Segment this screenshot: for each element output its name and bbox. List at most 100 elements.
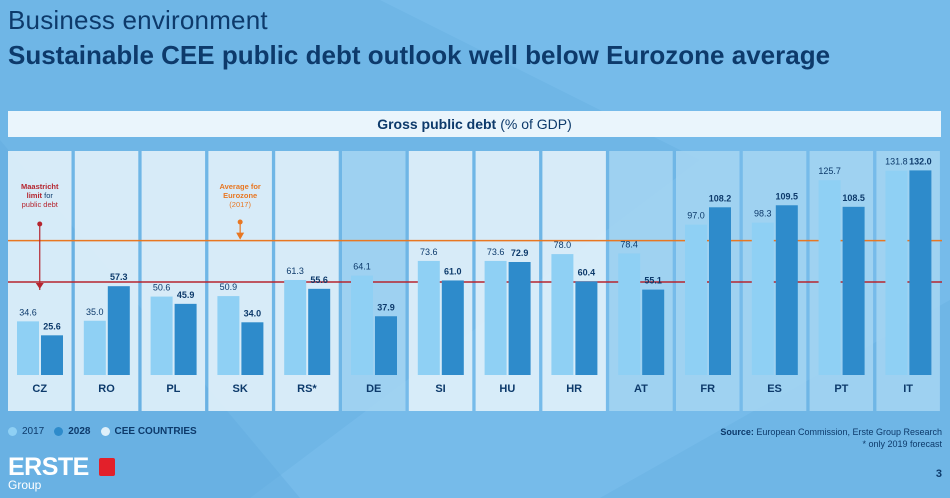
- value-label-2028-at: 55.1: [644, 276, 662, 286]
- value-label-2017-de: 64.1: [353, 262, 371, 272]
- category-label-it: IT: [903, 383, 913, 395]
- source-note: Source: European Commission, Erste Group…: [720, 426, 942, 450]
- page-number: 3: [935, 468, 942, 480]
- legend-item-2028: 2028: [54, 426, 91, 437]
- erste-logo: ERSTE Group: [8, 453, 115, 492]
- value-label-2017-si: 73.6: [420, 247, 438, 257]
- bar-2017-pt: [818, 180, 841, 375]
- bar-2017-it: [885, 170, 908, 375]
- bar-2028-fr: [709, 207, 731, 375]
- legend-dot-2017: [8, 427, 17, 436]
- bar-2028-hu: [508, 262, 531, 375]
- bar-2017-fr: [685, 224, 707, 375]
- eurozone-note-line2: Eurozone: [223, 191, 257, 200]
- legend: 2017 2028 CEE COUNTRIES: [8, 426, 207, 437]
- category-label-hr: HR: [566, 383, 582, 395]
- bar-2017-hr: [551, 254, 574, 375]
- bar-2028-sk: [241, 322, 264, 375]
- value-label-2028-pl: 45.9: [177, 290, 195, 300]
- value-label-2017-sk: 50.9: [220, 282, 238, 292]
- category-label-ro: RO: [98, 383, 115, 395]
- category-label-si: SI: [435, 383, 445, 395]
- category-label-rs: RS*: [297, 383, 317, 395]
- bar-2028-ro: [107, 286, 130, 375]
- value-label-2017-ro: 35.0: [86, 307, 104, 317]
- bar-2017-ro: [83, 320, 106, 375]
- bar-2017-si: [417, 260, 440, 375]
- bar-2017-at: [618, 253, 641, 375]
- value-label-2028-sk: 34.0: [244, 308, 262, 318]
- maastricht-note-line1: Maastricht: [21, 182, 59, 191]
- value-label-2028-hu: 72.9: [511, 248, 529, 258]
- value-label-2028-ro: 57.3: [110, 272, 128, 282]
- value-label-2017-es: 98.3: [754, 209, 772, 219]
- maastricht-note-line3: public debt: [22, 200, 59, 209]
- bar-2028-rs: [308, 288, 331, 375]
- value-label-2028-pt: 108.5: [842, 193, 865, 203]
- page-title: Business environment: [8, 5, 268, 35]
- value-label-2017-it: 131.8: [885, 157, 908, 167]
- bar-2028-cz: [41, 335, 63, 375]
- value-label-2028-rs: 55.6: [310, 275, 328, 285]
- legend-item-cee: CEE COUNTRIES: [100, 426, 197, 437]
- bar-2017-pl: [150, 296, 173, 375]
- chart-header: Gross public debt (% of GDP): [8, 111, 941, 137]
- bar-2028-de: [375, 316, 397, 375]
- value-label-2017-hr: 78.0: [554, 240, 572, 250]
- category-label-pl: PL: [166, 383, 180, 395]
- bar-2028-it: [909, 170, 932, 375]
- category-label-fr: FR: [700, 383, 715, 395]
- category-label-at: AT: [634, 383, 648, 395]
- logo-name: ERSTE: [8, 453, 89, 481]
- bar-2028-si: [441, 280, 464, 375]
- bar-2017-es: [751, 222, 774, 375]
- value-label-2028-it: 132.0: [909, 156, 932, 166]
- bar-2028-es: [775, 205, 798, 375]
- page-subtitle: Sustainable CEE public debt outlook well…: [8, 40, 831, 70]
- legend-label-2017: 2017: [22, 426, 45, 437]
- eurozone-note-line1: Average for: [219, 182, 260, 191]
- bar-2028-at: [642, 289, 665, 375]
- value-label-2028-hr: 60.4: [578, 267, 596, 277]
- source-footnote: * only 2019 forecast: [862, 439, 942, 449]
- category-label-hu: HU: [499, 383, 515, 395]
- eurozone-arrow-head: [236, 232, 245, 240]
- chart-header-bold: Gross public debt: [377, 116, 497, 132]
- category-label-sk: SK: [233, 383, 248, 395]
- bar-2017-hu: [484, 260, 507, 375]
- bar-2017-sk: [217, 296, 240, 375]
- value-label-2017-fr: 97.0: [687, 211, 705, 221]
- category-label-de: DE: [366, 383, 381, 395]
- category-label-pt: PT: [834, 383, 848, 395]
- source-text: European Commission, Erste Group Researc…: [756, 427, 942, 437]
- source-label: Source:: [720, 427, 754, 437]
- value-label-2017-pl: 50.6: [153, 283, 171, 293]
- legend-label-2028: 2028: [68, 426, 91, 437]
- legend-dot-2028: [54, 427, 64, 436]
- maastricht-arrow-head: [35, 283, 44, 289]
- value-label-2028-si: 61.0: [444, 266, 462, 276]
- legend-item-2017: 2017: [8, 426, 44, 437]
- chart-header-unit: (% of GDP): [500, 116, 572, 132]
- value-label-2017-cz: 34.6: [19, 307, 37, 317]
- bar-2028-pl: [174, 303, 197, 375]
- legend-label-cee: CEE COUNTRIES: [114, 426, 197, 437]
- bar-2028-pt: [842, 206, 865, 375]
- logo-s-mark: [99, 458, 115, 476]
- bar-2017-cz: [17, 321, 39, 375]
- legend-dot-cee: [100, 427, 110, 436]
- value-label-2017-pt: 125.7: [818, 166, 841, 176]
- maastricht-note-line2: limit for: [27, 191, 54, 200]
- value-label-2028-de: 37.9: [377, 302, 395, 312]
- value-label-2017-hu: 73.6: [487, 247, 505, 257]
- value-label-2028-cz: 25.6: [43, 321, 61, 331]
- value-label-2017-rs: 61.3: [286, 266, 304, 276]
- bar-2028-hr: [575, 281, 598, 375]
- logo-group: Group: [8, 478, 42, 492]
- bar-2017-de: [351, 275, 373, 375]
- value-label-2028-es: 109.5: [776, 191, 799, 201]
- value-label-2017-at: 78.4: [620, 239, 638, 249]
- category-label-es: ES: [767, 383, 782, 395]
- value-label-2028-fr: 108.2: [709, 193, 732, 203]
